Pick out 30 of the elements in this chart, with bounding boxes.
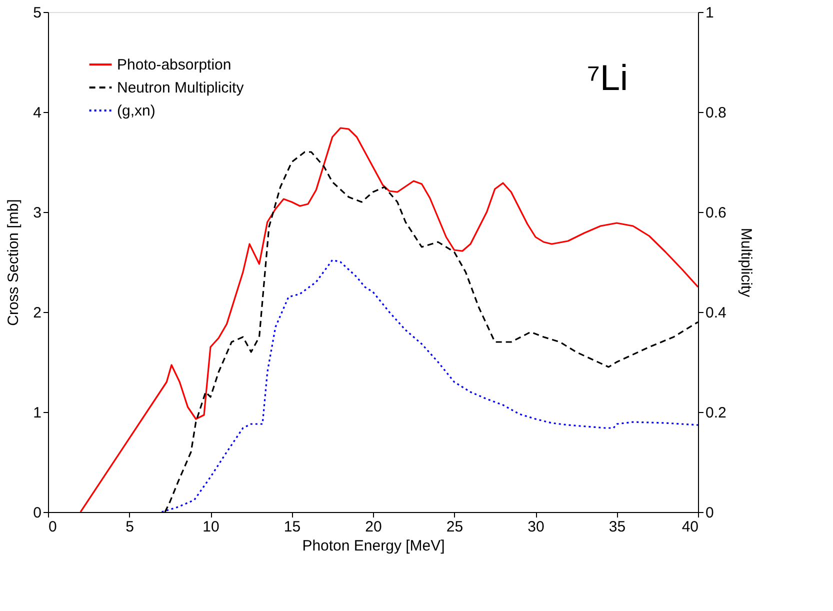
y-tick-label: 0	[33, 504, 42, 522]
x-tick-label: 30	[528, 518, 544, 536]
x-tick-label: 20	[365, 518, 382, 536]
x-tick-label: 25	[446, 518, 464, 536]
y-tick-label: 3	[33, 204, 42, 222]
line-series	[80, 127, 698, 512]
y2-axis-title: Multiplicity	[737, 228, 754, 298]
y2-tick-label: 1	[706, 4, 714, 22]
x-tick-label: 5	[126, 518, 134, 536]
x-tick-label: 0	[48, 518, 57, 536]
legend-label: Neutron Multiplicity	[117, 80, 244, 96]
y2-tick-label: 0.2	[706, 404, 726, 422]
x-tick-label: 35	[608, 518, 626, 536]
legend-label: (g,xn)	[117, 102, 156, 120]
y-axis-title: Cross Section [mb]	[5, 199, 22, 326]
y2-tick-label: 0.4	[706, 304, 726, 322]
x-tick-label: 15	[284, 518, 301, 536]
x-axis-title: Photon Energy [MeV]	[302, 538, 445, 554]
x-tick-label: 40	[682, 518, 698, 536]
line-series	[160, 259, 698, 512]
y-tick-label: 5	[33, 4, 42, 22]
y2-tick-label: 0.8	[706, 104, 726, 122]
y-tick-label: 2	[33, 304, 42, 322]
y2-tick-label: 0.6	[706, 204, 726, 222]
y2-tick-label: 0	[706, 504, 714, 522]
legend-label: Photo-absorption	[117, 56, 232, 74]
x-tick-label: 10	[202, 518, 220, 536]
y-tick-label: 4	[33, 104, 42, 122]
annotation: ⁷Li	[586, 57, 628, 98]
y-tick-label: 1	[33, 404, 42, 422]
